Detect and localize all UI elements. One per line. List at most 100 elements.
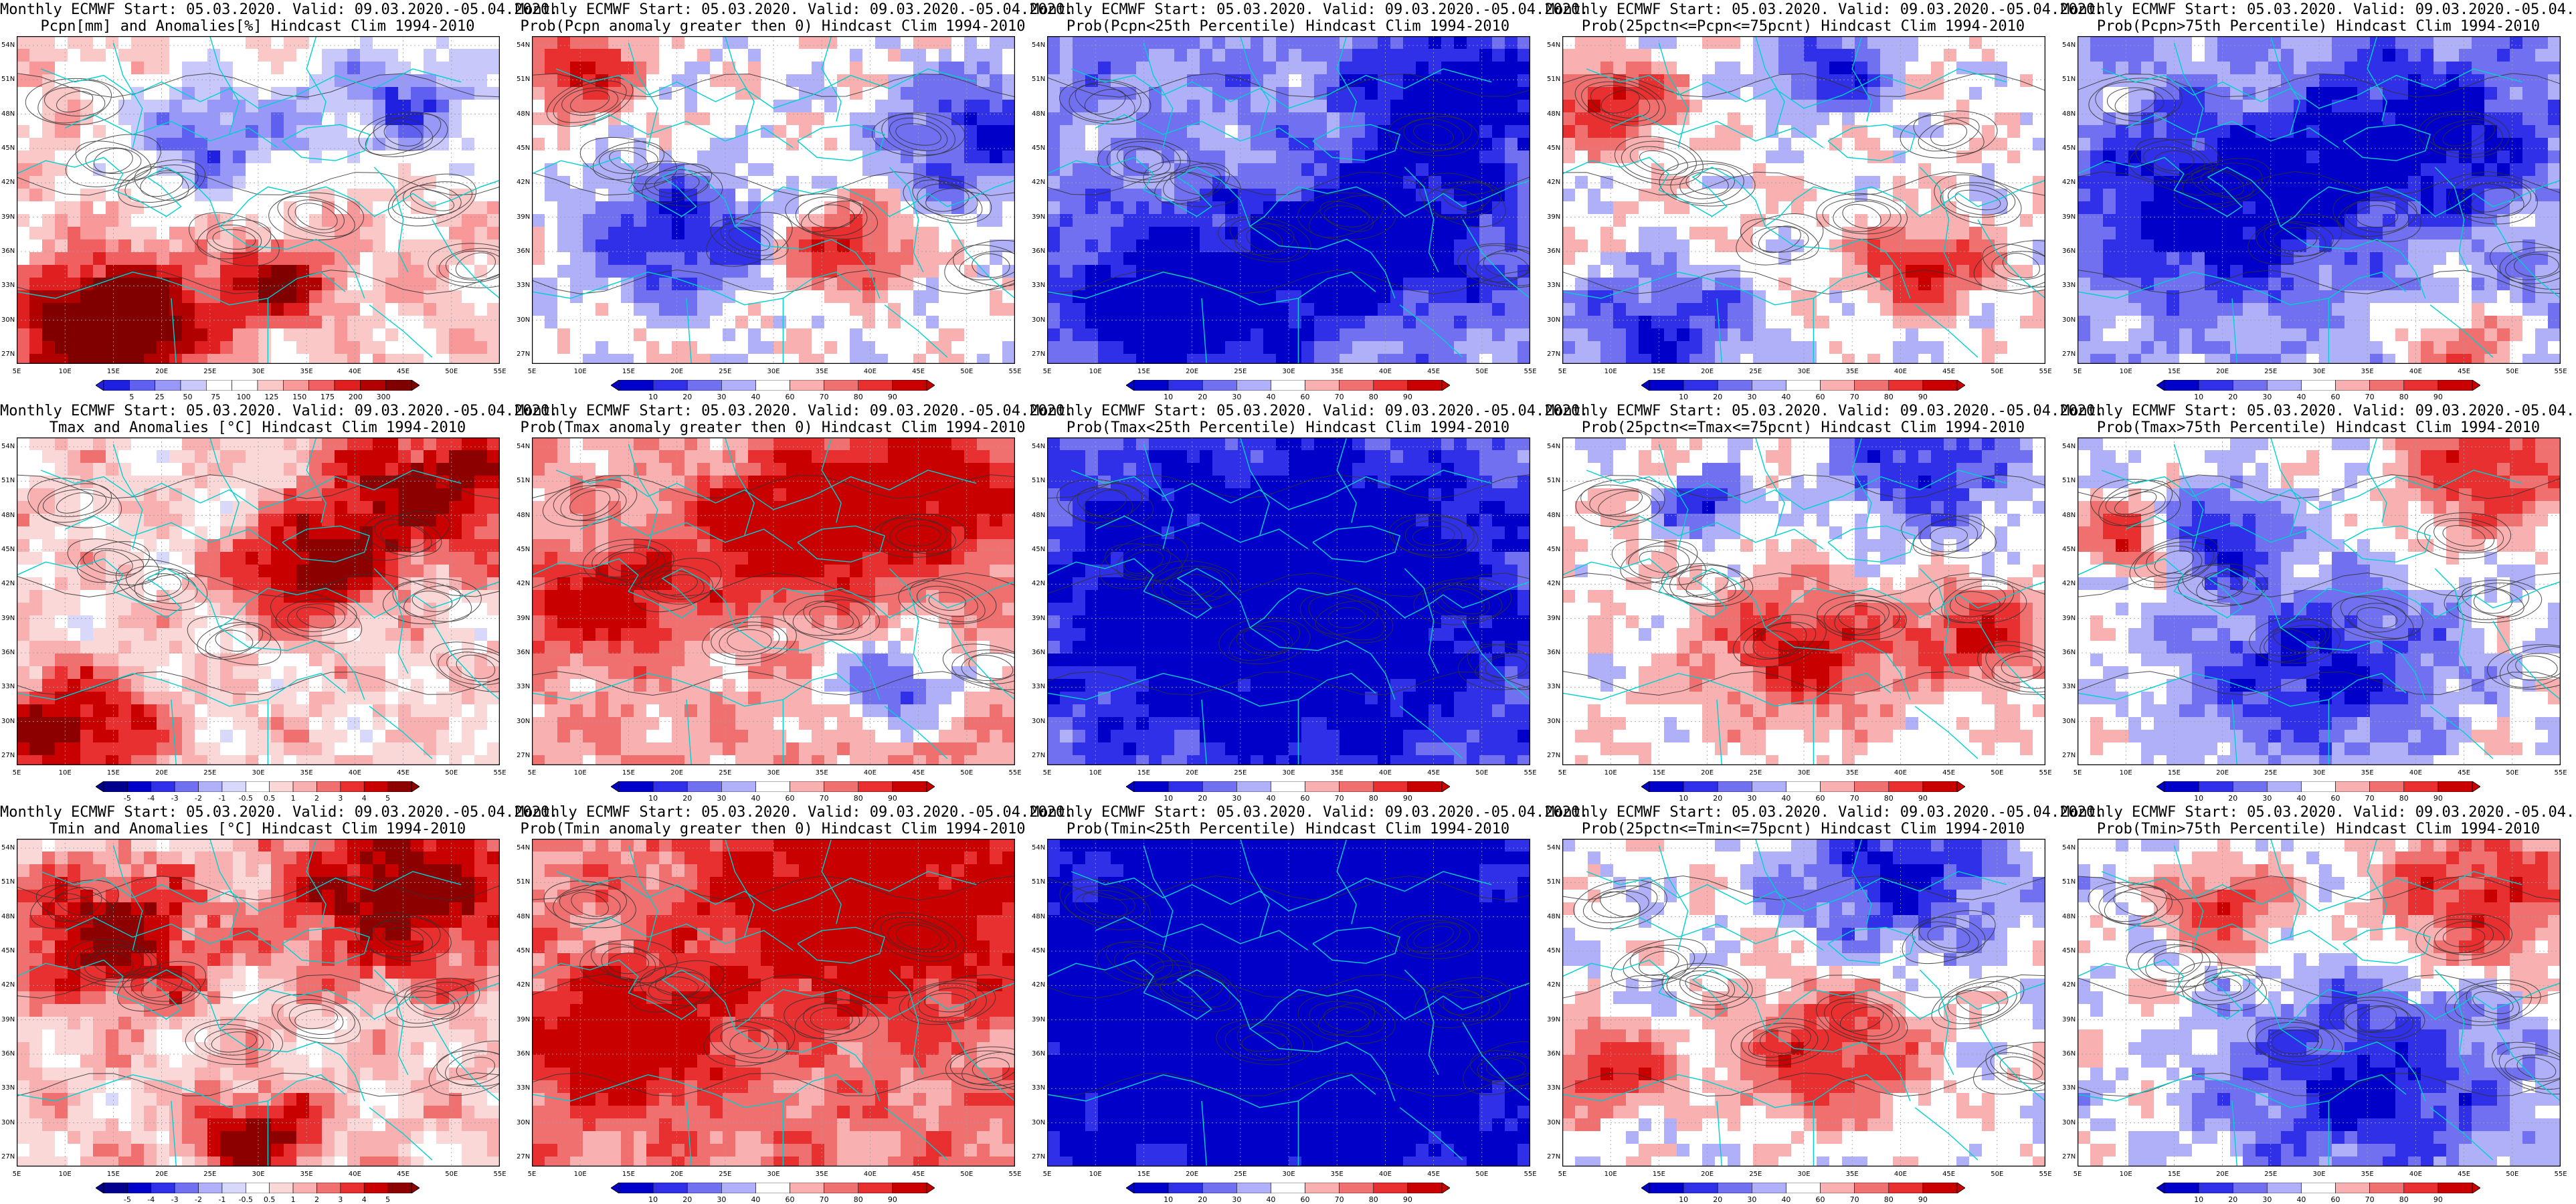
colorbar	[1641, 1183, 1965, 1193]
colorbar-tick-label: 80	[1368, 1195, 1378, 1204]
colorbar-tick-label: 10	[648, 794, 658, 803]
lon-tick-label: 25E	[2264, 769, 2278, 777]
colorbar-tick-label: 40	[751, 393, 761, 401]
colorbar-tick-label: 60	[2330, 794, 2340, 803]
lat-tick-label: 36N	[1547, 1050, 1561, 1058]
lon-tick-label: 30E	[767, 368, 780, 375]
colorbar-tick-label: 2	[314, 794, 319, 803]
lat-tick-label: 33N	[517, 683, 531, 691]
colorbar-tick-label: 75	[211, 393, 221, 401]
colorbar-tick-label: 30	[717, 794, 727, 803]
colorbar-tick-label: 70	[1849, 794, 1859, 803]
lon-tick-label: 45E	[1942, 769, 1956, 777]
colorbar-tick-label: 20	[1713, 1195, 1723, 1204]
lat-tick-label: 42N	[517, 580, 531, 588]
lon-tick-label: 45E	[2458, 769, 2471, 777]
lon-tick-label: 20E	[1186, 368, 1199, 375]
lon-tick-label: 20E	[2216, 769, 2229, 777]
panel-title-line2: Prob(Pcpn anomaly greater then 0) Hindca…	[520, 18, 1026, 35]
colorbar-tick-label: 175	[320, 393, 335, 401]
lat-tick-label: 33N	[517, 282, 531, 290]
colorbar	[96, 781, 420, 792]
lon-tick-label: 35E	[1845, 769, 1859, 777]
lon-tick-label: 35E	[300, 769, 313, 777]
lon-tick-label: 25E	[719, 368, 732, 375]
colorbar-tick-label: 4	[361, 794, 367, 803]
lat-tick-label: 27N	[517, 752, 531, 759]
colorbar-tick-label: 10	[1164, 393, 1174, 401]
lon-tick-label: 50E	[1991, 1171, 2004, 1178]
coastlines	[17, 437, 500, 765]
lon-tick-label: 55E	[1524, 769, 1537, 777]
lat-tick-label: 39N	[1, 614, 15, 622]
panel-title-line1: Monthly ECMWF Start: 05.03.2020. Valid: …	[1546, 403, 2104, 419]
lon-tick-label: 35E	[300, 1171, 313, 1178]
forecast-map	[1047, 839, 1530, 1167]
lon-tick-label: 40E	[1894, 769, 1907, 777]
colorbar	[96, 380, 420, 391]
forecast-map	[1562, 839, 2045, 1167]
coastlines	[17, 36, 500, 364]
lon-tick-label: 25E	[203, 368, 217, 375]
lon-tick-label: 50E	[1991, 769, 2004, 777]
lat-tick-label: 39N	[1, 213, 15, 221]
forecast-map-panel: Monthly ECMWF Start: 05.03.2020. Valid: …	[515, 0, 1073, 401]
forecast-map-panel: Monthly ECMWF Start: 05.03.2020. Valid: …	[0, 803, 558, 1204]
contour-lines	[17, 73, 500, 294]
coastlines	[1562, 36, 2045, 364]
lon-tick-label: 35E	[2361, 1171, 2374, 1178]
panel-title-line2: Prob(Tmax>75th Percentile) Hindcast Clim…	[2096, 419, 2541, 436]
lon-tick-label: 15E	[2167, 368, 2181, 375]
colorbar-tick-label: 10	[648, 393, 658, 401]
lat-tick-label: 54N	[2062, 844, 2076, 851]
lat-tick-label: 51N	[1, 477, 15, 485]
colorbar-tick-label: 5	[385, 794, 391, 803]
lat-tick-label: 48N	[1547, 511, 1561, 519]
colorbar	[1126, 380, 1450, 391]
lat-tick-label: 48N	[517, 110, 531, 118]
colorbar-tick-label: 60	[2330, 393, 2340, 401]
colorbar-tick-label: 10	[1679, 393, 1689, 401]
lon-tick-label: 15E	[622, 1171, 635, 1178]
colorbar-tick-label: 90	[2433, 393, 2443, 401]
colorbar-tick-label: 30	[717, 393, 727, 401]
lat-tick-label: 45N	[1, 947, 15, 955]
lon-tick-label: 5E	[2073, 769, 2082, 777]
lat-tick-label: 39N	[517, 614, 531, 622]
panel-title-line2: Pcpn[mm] and Anomalies[%] Hindcast Clim …	[40, 18, 475, 35]
colorbar-tick-label: 60	[1815, 794, 1825, 803]
lon-tick-label: 20E	[1186, 1171, 1199, 1178]
contour-lines	[1562, 474, 2045, 696]
colorbar-tick-label: 10	[648, 1195, 658, 1204]
lon-tick-label: 50E	[1475, 368, 1489, 375]
colorbar-tick-label: 5	[385, 1195, 391, 1204]
lon-tick-label: 50E	[960, 368, 974, 375]
forecast-map-panel: Monthly ECMWF Start: 05.03.2020. Valid: …	[1030, 401, 1588, 803]
colorbar	[2156, 781, 2480, 792]
coastlines	[1047, 839, 1530, 1167]
lon-tick-label: 5E	[1558, 769, 1567, 777]
lon-tick-label: 15E	[1137, 1171, 1150, 1178]
lon-tick-label: 20E	[2216, 368, 2229, 375]
lon-tick-label: 45E	[912, 769, 925, 777]
colorbar-tick-label: 40	[2296, 794, 2306, 803]
forecast-map	[2078, 839, 2561, 1167]
lat-tick-label: 45N	[517, 947, 531, 955]
colorbar-tick-label: 4	[361, 1195, 367, 1204]
lon-tick-label: 5E	[12, 368, 21, 375]
forecast-map-panel: Monthly ECMWF Start: 05.03.2020. Valid: …	[0, 401, 558, 803]
lat-tick-label: 45N	[1032, 546, 1046, 553]
colorbar-tick-label: 70	[1334, 1195, 1344, 1204]
panel-title-line2: Prob(25pctn<=Pcpn<=75pcnt) Hindcast Clim…	[1581, 18, 2025, 35]
lon-tick-label: 5E	[1558, 1171, 1567, 1178]
forecast-map	[17, 437, 500, 765]
lat-tick-label: 48N	[1, 110, 15, 118]
colorbar-tick-label: 80	[1368, 393, 1378, 401]
panel-title-line2: Prob(25pctn<=Tmin<=75pcnt) Hindcast Clim…	[1581, 821, 2025, 837]
lon-tick-label: 55E	[1008, 368, 1022, 375]
lat-tick-label: 39N	[517, 1015, 531, 1023]
lat-tick-label: 51N	[517, 76, 531, 84]
lat-tick-label: 51N	[1547, 878, 1561, 886]
lon-tick-label: 45E	[2458, 368, 2471, 375]
lat-tick-label: 48N	[1032, 511, 1046, 519]
